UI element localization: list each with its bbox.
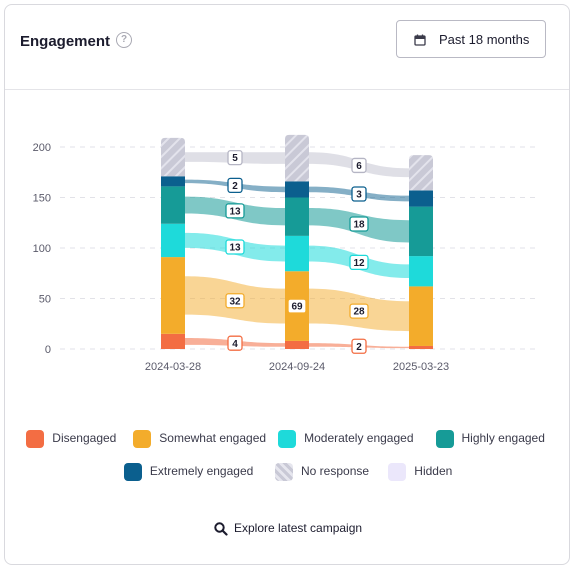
bar-segment[interactable] bbox=[161, 176, 185, 187]
engagement-chart: 4 32 13 13 2 5 2 28 12 18 3 6 69 0 50 100 150 200 2024-03… bbox=[33, 134, 540, 373]
flow-value-label-box bbox=[351, 338, 367, 354]
legend-swatch bbox=[123, 463, 142, 481]
bar-segment[interactable] bbox=[409, 206, 433, 257]
x-tick-label: 2024-09-24 bbox=[269, 361, 325, 373]
legend-swatch bbox=[278, 430, 297, 448]
bar-segment[interactable] bbox=[285, 340, 309, 349]
flow-value-label: 32 bbox=[229, 296, 241, 307]
y-tick-label: 50 bbox=[39, 294, 51, 306]
bar-segment[interactable] bbox=[409, 155, 433, 191]
flow-value-label: 6 bbox=[356, 161, 362, 172]
bar-value-label: 69 bbox=[291, 302, 303, 313]
bar-segment[interactable] bbox=[285, 235, 309, 272]
flow-value-label-box bbox=[351, 157, 367, 174]
legend-label: Hidden bbox=[414, 464, 453, 478]
x-tick-label: 2024-03-28 bbox=[145, 361, 201, 373]
flow-value-label-box bbox=[351, 186, 367, 202]
flow-value-label: 12 bbox=[353, 258, 365, 269]
y-tick-label: 100 bbox=[33, 243, 51, 255]
question-circle-icon[interactable]: ? bbox=[116, 32, 132, 48]
bar-segment[interactable] bbox=[409, 190, 433, 207]
bar-segment[interactable] bbox=[161, 257, 185, 334]
legend-swatch bbox=[133, 430, 152, 448]
y-tick-label: 200 bbox=[33, 142, 51, 154]
flow-value-label: 28 bbox=[353, 307, 365, 318]
legend-swatch bbox=[388, 463, 407, 481]
x-tick-label: 2025-03-23 bbox=[393, 361, 449, 373]
bar-segment[interactable] bbox=[285, 197, 309, 236]
bar-segment[interactable] bbox=[161, 223, 185, 258]
legend-label: Highly engaged bbox=[461, 431, 545, 445]
flow-value-label-box bbox=[349, 254, 369, 271]
bar-segment[interactable] bbox=[409, 256, 433, 287]
flow-value-label-box bbox=[225, 203, 245, 219]
flow-value-label: 3 bbox=[356, 190, 362, 201]
flow-value-label: 2 bbox=[232, 181, 238, 192]
flow-value-label: 5 bbox=[232, 153, 238, 164]
page-title: Engagement bbox=[20, 33, 111, 50]
bar-segment[interactable] bbox=[285, 134, 309, 182]
flow-value-label: 13 bbox=[229, 206, 241, 217]
bar-value-label-box bbox=[287, 298, 307, 314]
flow-value-label: 2 bbox=[356, 342, 362, 353]
search-icon bbox=[214, 522, 228, 536]
bar-segment[interactable] bbox=[161, 333, 185, 349]
flow-value-label-box bbox=[225, 293, 245, 309]
date-range-label: Past 18 months bbox=[439, 32, 530, 47]
legend-swatch bbox=[435, 430, 454, 448]
bar-segment[interactable] bbox=[161, 186, 185, 224]
legend-label: Somewhat engaged bbox=[159, 431, 267, 445]
flow-value-label-box bbox=[225, 239, 245, 255]
flow-value-label-box bbox=[227, 335, 243, 351]
flow-value-label-box bbox=[349, 303, 369, 319]
bar-segment[interactable] bbox=[409, 286, 433, 346]
card-header bbox=[5, 5, 569, 90]
date-range-button[interactable]: Past 18 months bbox=[396, 20, 546, 58]
explore-campaign-label: Explore latest campaign bbox=[234, 521, 363, 535]
flow-value-label-box bbox=[227, 149, 243, 166]
y-tick-label: 150 bbox=[33, 193, 51, 205]
flow-value-label: 13 bbox=[229, 243, 241, 254]
flow-value-label: 4 bbox=[232, 339, 238, 350]
legend-label: Extremely engaged bbox=[149, 464, 254, 478]
bar-segment[interactable] bbox=[409, 345, 433, 349]
legend-swatch bbox=[26, 430, 45, 448]
y-tick-label: 0 bbox=[45, 344, 51, 356]
legend-label: Disengaged bbox=[52, 431, 117, 445]
calendar-icon bbox=[414, 34, 426, 46]
flow-value-label-box bbox=[227, 177, 243, 194]
legend-label: No response bbox=[301, 464, 370, 478]
flow-value-label: 18 bbox=[353, 220, 365, 231]
legend-swatch bbox=[275, 463, 293, 481]
flow-value-label-box bbox=[349, 216, 369, 232]
legend-label: Moderately engaged bbox=[304, 431, 414, 445]
bar-segment[interactable] bbox=[285, 181, 309, 198]
bar-segment[interactable] bbox=[161, 137, 185, 177]
